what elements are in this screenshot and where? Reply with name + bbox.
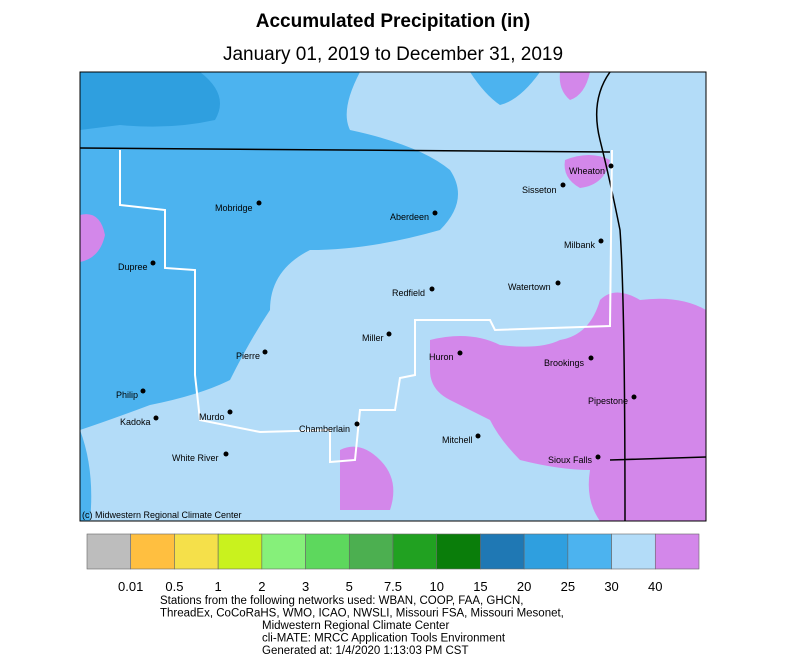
legend-label: 5: [346, 579, 353, 594]
city-dot: [631, 394, 637, 400]
legend: 0.01 0.5 1 2 3 5 7.5 10 15 20 25 30 40: [86, 533, 700, 594]
legend-swatch: [305, 533, 350, 570]
city-label: Watertown: [508, 282, 551, 292]
city-label: Sisseton: [522, 185, 557, 195]
city-dot: [588, 355, 594, 361]
city-label: Mobridge: [215, 203, 253, 213]
region-40: [564, 155, 610, 188]
city-label: Philip: [116, 390, 138, 400]
map-frame: [79, 71, 707, 522]
city-label: Miller: [362, 333, 384, 343]
city-label: Dupree: [118, 262, 148, 272]
legend-label: 1: [215, 579, 222, 594]
city-dot: [227, 409, 233, 415]
legend-swatch: [611, 533, 656, 570]
city-label: Aberdeen: [390, 212, 429, 222]
city-label: Chamberlain: [299, 424, 350, 434]
city-label: Kadoka: [120, 417, 151, 427]
region-40: [80, 214, 105, 262]
credit-line: ThreadEx, CoCoRaHS, WMO, ICAO, NWSLI, Mi…: [160, 608, 564, 620]
city-dot: [150, 260, 156, 266]
city-dot: [595, 454, 601, 460]
region-30: [80, 72, 220, 130]
city-label: Sioux Falls: [548, 455, 593, 465]
city-dot: [560, 182, 566, 188]
legend-label: 2: [258, 579, 265, 594]
credit-line: Midwestern Regional Climate Center: [262, 620, 449, 632]
legend-label: 20: [517, 579, 531, 594]
credit-line: Stations from the following networks use…: [160, 595, 523, 607]
credits: Stations from the following networks use…: [160, 595, 564, 657]
region-25-30: [80, 430, 92, 521]
city-label: Brookings: [544, 358, 585, 368]
legend-label: 40: [648, 579, 662, 594]
city-label: Pierre: [236, 351, 260, 361]
city-dot: [262, 349, 268, 355]
map: Mobridge Aberdeen Dupree Wheaton Sisseton Mil…: [79, 71, 707, 522]
city-dot: [153, 415, 159, 421]
subtitle: January 01, 2019 to December 31, 2019: [223, 44, 563, 65]
city-dot: [386, 331, 392, 337]
region-25-30: [470, 72, 540, 105]
legend-swatch: [130, 533, 175, 570]
city-label: Milbank: [564, 240, 596, 250]
legend-label: 7.5: [384, 579, 402, 594]
region-25-30: [80, 72, 458, 430]
city-dot: [555, 280, 561, 286]
legend-swatch: [480, 533, 525, 570]
legend-swatch: [348, 533, 394, 570]
city-label: Wheaton: [569, 166, 605, 176]
credit-line: Generated at: 1/4/2020 1:13:03 PM CST: [262, 645, 469, 657]
city-dot: [354, 421, 360, 427]
city-label: Huron: [429, 352, 454, 362]
region-40: [559, 72, 590, 100]
region-border: [119, 149, 613, 464]
legend-swatch: [436, 533, 481, 570]
region-40: [340, 446, 394, 510]
legend-label: 25: [561, 579, 575, 594]
legend-label: 30: [604, 579, 618, 594]
legend-label: 0.5: [165, 579, 183, 594]
city-dot: [256, 200, 262, 206]
city-label: Redfield: [392, 288, 425, 298]
city-dot: [223, 451, 229, 457]
legend-swatch: [174, 533, 219, 570]
legend-label: 10: [429, 579, 443, 594]
city-label: Pipestone: [588, 396, 628, 406]
city-dot: [598, 238, 604, 244]
city-label: Murdo: [199, 412, 225, 422]
city-dot: [432, 210, 438, 216]
city-dot: [475, 433, 481, 439]
city-dot: [429, 286, 435, 292]
legend-swatch: [261, 533, 306, 570]
credit-line: cli-MATE: MRCC Application Tools Environ…: [262, 633, 506, 645]
legend-label: 15: [473, 579, 487, 594]
city-dot: [457, 350, 463, 356]
legend-swatch: [523, 533, 569, 570]
legend-swatch: [654, 533, 700, 570]
legend-label: 3: [302, 579, 309, 594]
city-dot: [608, 163, 614, 169]
city-label: Mitchell: [442, 435, 473, 445]
legend-swatch: [392, 533, 438, 570]
city-label: White River: [172, 453, 219, 463]
city-dot: [140, 388, 146, 394]
copyright: (c) Midwestern Regional Climate Center: [82, 510, 242, 520]
state-border: [80, 72, 706, 521]
legend-swatch: [217, 533, 263, 570]
legend-label: 0.01: [118, 579, 143, 594]
title: Accumulated Precipitation (in): [256, 11, 530, 32]
region-40: [430, 292, 706, 521]
legend-swatch: [86, 533, 132, 570]
legend-swatch: [567, 533, 612, 570]
